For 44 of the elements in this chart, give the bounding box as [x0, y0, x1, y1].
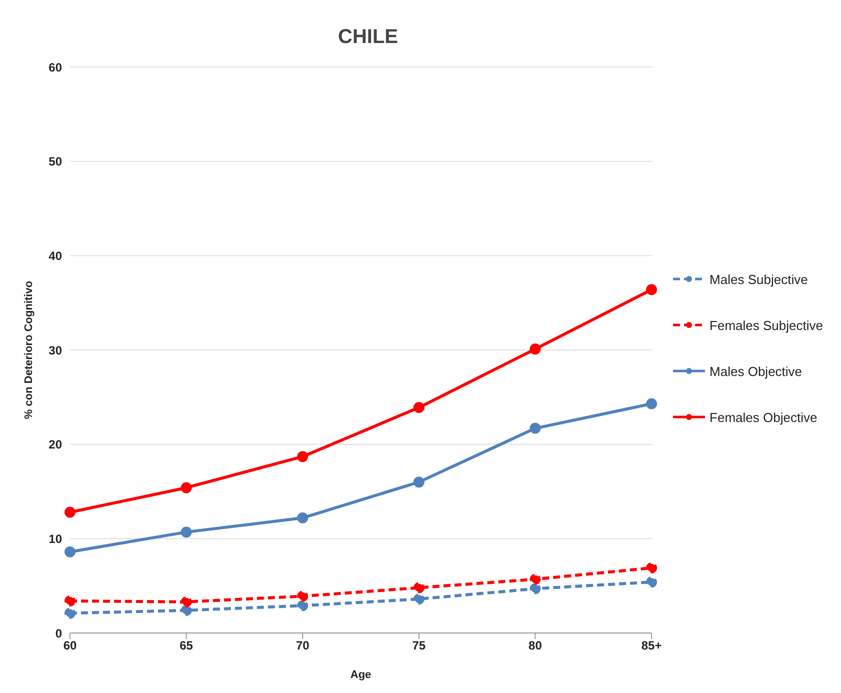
legend-label: Females Objective — [710, 410, 818, 424]
y-axis-title: % con Deterioro Cognitivo — [22, 280, 35, 420]
y-tick-label: 50 — [48, 154, 62, 169]
x-tick-label: 80 — [528, 638, 542, 653]
x-tick-label: 60 — [63, 638, 77, 653]
y-tick-label: 20 — [48, 438, 62, 452]
point — [646, 398, 658, 410]
point — [646, 576, 658, 588]
point — [64, 608, 76, 619]
y-tick-label: 60 — [48, 60, 62, 74]
point — [646, 284, 658, 296]
legend-label: Males Subjective — [710, 272, 808, 286]
x-axis-title: Age — [350, 669, 372, 681]
point — [413, 582, 424, 594]
point — [413, 594, 424, 605]
point — [413, 476, 424, 488]
point — [530, 422, 541, 434]
x-tick-label: 65 — [180, 638, 194, 653]
x-tick-label: 85+ — [641, 638, 662, 653]
point — [64, 546, 76, 558]
y-tick-label: 40 — [48, 248, 62, 263]
point — [64, 506, 76, 518]
legend-label: Males Objective — [710, 364, 802, 378]
point — [180, 604, 192, 616]
y-tick-label: 10 — [48, 532, 62, 546]
point — [64, 595, 76, 606]
point — [646, 562, 658, 574]
point — [530, 583, 541, 594]
point — [530, 574, 541, 585]
point — [297, 512, 308, 524]
point — [180, 526, 192, 538]
point — [180, 482, 192, 494]
point — [297, 451, 308, 462]
point — [180, 596, 192, 608]
point — [297, 590, 308, 602]
legend-label: Females Subjective — [710, 318, 823, 332]
point — [297, 600, 308, 612]
y-tick-label: 30 — [48, 343, 62, 358]
point — [413, 402, 424, 414]
x-tick-label: 75 — [412, 638, 426, 653]
point — [530, 344, 541, 355]
x-tick-label: 70 — [296, 638, 310, 653]
chart-title: CHILE — [337, 26, 399, 49]
y-tick-label: 0 — [55, 626, 62, 640]
